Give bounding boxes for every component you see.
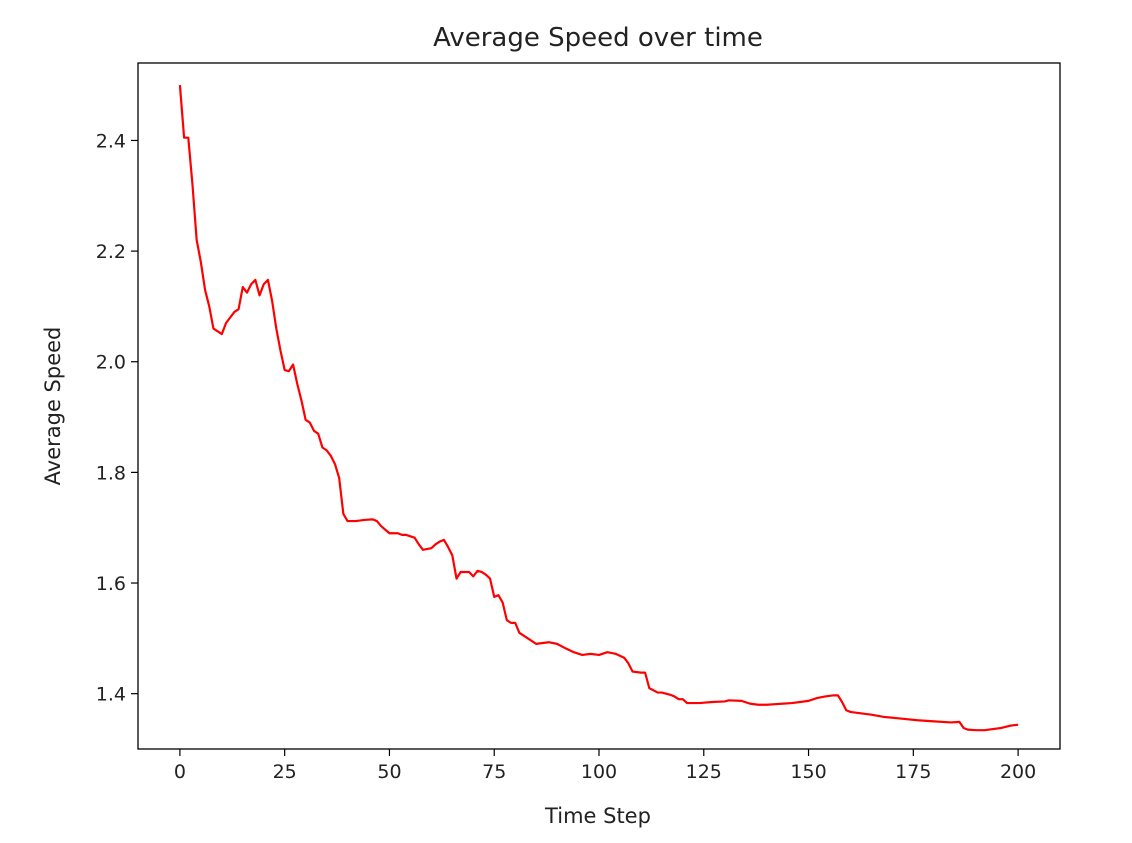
plot-frame <box>137 62 1061 750</box>
y-tick-label: 2.2 <box>96 241 126 263</box>
x-axis-label: Time Step <box>544 804 651 828</box>
y-tick-label: 1.8 <box>96 462 126 484</box>
average-speed-line <box>178 85 1019 732</box>
y-tick-label: 2.0 <box>96 352 126 374</box>
x-tick-label: 100 <box>581 761 617 783</box>
y-axis: 1.4 1.6 1.8 2.0 2.2 2.4 <box>96 130 138 706</box>
x-tick-label: 50 <box>377 761 401 783</box>
x-tick-label: 150 <box>790 761 826 783</box>
x-tick-label: 25 <box>273 761 297 783</box>
x-tick-label: 125 <box>686 761 722 783</box>
y-tick-label: 1.4 <box>96 684 126 706</box>
y-axis-label: Average Speed <box>41 327 65 486</box>
x-tick-label: 175 <box>895 761 931 783</box>
x-tick-label: 0 <box>174 761 186 783</box>
x-tick-label: 200 <box>1000 761 1036 783</box>
y-tick-label: 2.4 <box>96 130 126 152</box>
x-tick-label: 75 <box>482 761 506 783</box>
chart-title: Average Speed over time <box>433 23 763 53</box>
y-tick-label: 1.6 <box>96 573 126 595</box>
x-axis: 0 25 50 75 100 125 150 175 200 <box>174 749 1036 783</box>
